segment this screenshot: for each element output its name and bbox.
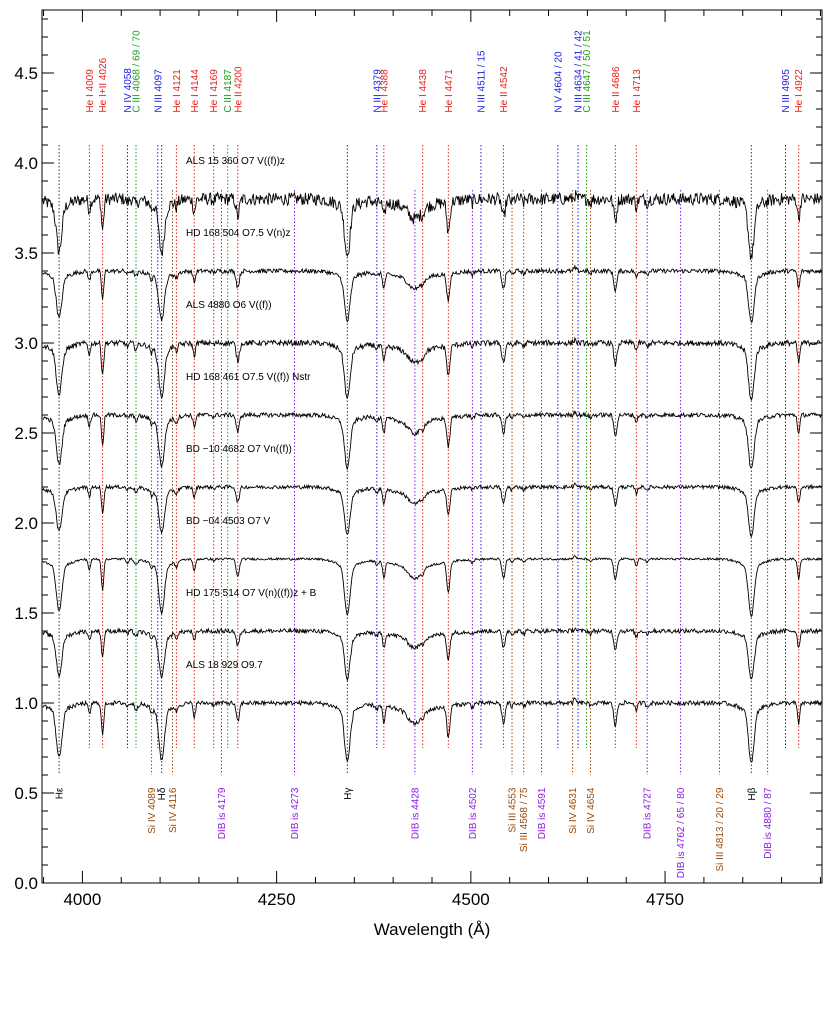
top-line-label: N III 4379: [372, 69, 383, 113]
x-tick-label: 4250: [258, 890, 296, 909]
bottom-line-label: DIB is 4273: [290, 787, 301, 839]
top-line-label: He I 4922: [794, 69, 805, 113]
bottom-line-label: Hγ: [343, 788, 354, 800]
bottom-line-label: DIB is 4727: [643, 787, 654, 839]
spectrum-line: [42, 410, 822, 470]
top-line-label: N IV 4058: [123, 68, 134, 113]
guide-lines-layer: [58, 145, 800, 775]
y-tick-label: 4.5: [14, 64, 38, 83]
y-tick-label: 0.0: [14, 874, 38, 893]
bottom-line-label: DIB is 4762 / 65 / 80: [676, 787, 687, 878]
star-label: HD 175 514 O7 V(n)((f))z + B: [186, 588, 317, 599]
x-axis-label: Wavelength (Å): [374, 920, 491, 939]
top-line-label: C III 4187: [223, 69, 234, 113]
spectra-layer: [42, 190, 822, 763]
spectrum-line: [42, 555, 822, 618]
spectrum-line: [42, 264, 822, 323]
star-label: ALS 4880 O6 V((f)): [186, 300, 272, 311]
top-line-label: He I 4169: [209, 69, 220, 113]
top-line-label: He I 4471: [444, 69, 455, 113]
top-line-label: He I 4121: [172, 69, 183, 113]
top-line-label: N V 4604 / 20: [553, 51, 564, 113]
y-tick-label: 1.0: [14, 694, 38, 713]
y-tick-label: 3.0: [14, 334, 38, 353]
bottom-line-label: Si IV 4631: [568, 787, 579, 834]
bottom-line-label: Si IV 4089: [147, 787, 158, 834]
bottom-line-label: Hδ: [157, 787, 168, 800]
y-tick-label: 0.5: [14, 784, 38, 803]
bottom-line-label: Si III 4568 / 75: [519, 787, 530, 852]
star-label: ALS 15 360 O7 V((f))z: [186, 156, 285, 167]
bottom-line-label: Si III 4813 / 20 / 29: [715, 787, 726, 871]
y-tick-label: 4.0: [14, 154, 38, 173]
star-label: HD 168 504 O7.5 V(n)z: [186, 228, 291, 239]
bottom-line-label: DIB is 4880 / 87: [763, 787, 774, 859]
top-line-label: N III 4511 / 15: [476, 50, 487, 113]
star-names-layer: ALS 15 360 O7 V((f))z HD 168 504 O7.5 V(n…: [186, 156, 317, 671]
bottom-line-label: DIB is 4179: [217, 787, 228, 839]
top-line-label: N III 4905: [781, 69, 792, 113]
top-line-label: He I 4713: [632, 69, 643, 113]
x-tick-label: 4750: [646, 890, 684, 909]
bottom-line-label: Si IV 4116: [168, 787, 179, 833]
star-label: ALS 18 929 O9.7: [186, 660, 263, 671]
top-line-label: N III 4097: [153, 69, 164, 113]
bottom-line-label: Si III 4553: [508, 787, 519, 832]
top-line-label: C III 4647 / 50 / 51: [582, 30, 593, 113]
bottom-line-label: Hβ: [747, 787, 758, 800]
y-tick-label: 2.0: [14, 514, 38, 533]
bottom-line-label: DIB is 4502: [468, 787, 479, 839]
top-line-label: He I 4144: [190, 69, 201, 113]
top-line-label: He I+II 4026: [98, 57, 109, 112]
top-line-label: N III 4634 / 41 / 42: [574, 30, 585, 113]
top-line-label: He I 4388: [379, 69, 390, 113]
top-line-label: He II 4686: [611, 66, 622, 113]
spectrum-line: [42, 627, 822, 682]
x-tick-label: 4500: [452, 890, 490, 909]
top-line-label: C III 4068 / 69 / 70: [132, 30, 143, 113]
top-line-label: He II 4542: [499, 66, 510, 113]
bottom-line-label: Si IV 4654: [586, 787, 597, 834]
y-tick-label: 3.5: [14, 244, 38, 263]
spectrum-line: [42, 696, 822, 763]
top-line-label: He II 4200: [233, 66, 244, 113]
star-label: BD −04 4503 O7 V: [186, 516, 271, 527]
axes-layer: 0.0 0.5 1.0 1.5 2.0 2.5 3.0 3.5 4.0 4.5 4000 4250 45…: [14, 10, 822, 909]
top-line-label: He I 4009: [85, 69, 96, 113]
y-tick-label: 2.5: [14, 424, 38, 443]
spectrum-line: [42, 190, 822, 260]
star-label: HD 168 461 O7.5 V((f)) Nstr: [186, 372, 311, 383]
x-tick-label: 4000: [63, 890, 101, 909]
star-label: BD −10 4682 O7 Vn((f)): [186, 444, 292, 455]
bottom-line-label: Hε: [55, 787, 66, 799]
spectrum-line: [42, 336, 822, 401]
bottom-line-label: DIB is 4428: [410, 787, 421, 839]
spectrum-line: [42, 482, 822, 538]
bottom-line-label: DIB is 4591: [537, 787, 548, 839]
y-tick-label: 1.5: [14, 604, 38, 623]
top-line-label: He I 4438: [418, 69, 429, 113]
